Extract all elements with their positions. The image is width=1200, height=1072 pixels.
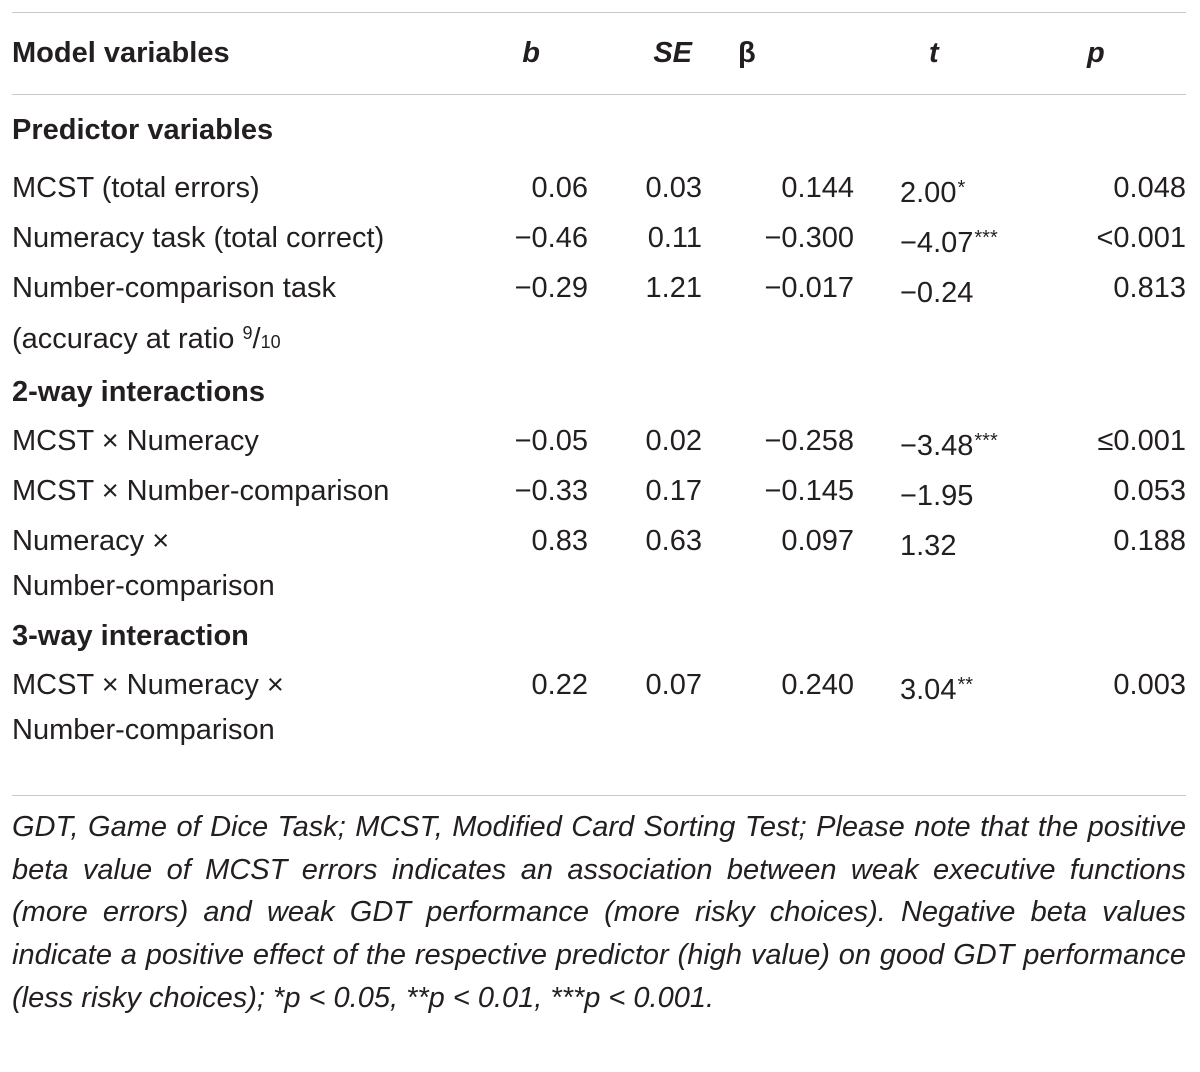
section-row: 3-way interaction (12, 609, 1186, 663)
table-top-rule (12, 12, 1186, 13)
table-row: MCST (total errors) 0.06 0.03 0.144 2.00… (12, 166, 1186, 216)
cell-se: 0.17 (645, 475, 702, 507)
t-value: 3.04 (900, 674, 957, 706)
t-value: 1.32 (900, 530, 957, 562)
cell-b: −0.33 (514, 475, 588, 507)
cell-b: 0.22 (531, 669, 588, 701)
table-row: Numeracy task (total correct) −0.46 0.11… (12, 216, 1186, 266)
cell-p: 0.053 (1113, 475, 1186, 507)
row-name-line1: Numeracy × (12, 525, 170, 557)
row-name-line1: Number-comparison task (12, 272, 336, 304)
t-value: −0.24 (900, 277, 974, 309)
cell-se: 0.11 (647, 222, 702, 254)
table-row: MCST × Numeracy −0.05 0.02 −0.258 −3.48*… (12, 419, 1186, 469)
cell-p: 0.813 (1113, 272, 1186, 304)
t-value: 2.00 (900, 177, 957, 209)
t-significance: *** (974, 227, 998, 249)
cell-se: 0.63 (645, 525, 702, 557)
cell-t: −3.48*** (854, 419, 1023, 469)
row-name: MCST × Number-comparison (12, 475, 390, 507)
t-value: −1.95 (900, 480, 974, 512)
cell-beta: −0.017 (764, 272, 854, 304)
cell-beta: 0.144 (781, 172, 854, 204)
cell-p: 0.048 (1113, 172, 1186, 204)
section-title: Predictor variables (12, 114, 274, 146)
cell-t: 2.00* (854, 166, 1023, 216)
row-name: MCST × Numeracy (12, 425, 259, 457)
header-se: SE (653, 37, 692, 69)
t-significance: *** (974, 430, 998, 452)
cell-se: 0.07 (645, 669, 702, 701)
t-value: −3.48 (900, 430, 974, 462)
t-significance: * (957, 177, 966, 199)
table-header-row: Model variables b SE β t p (12, 13, 1186, 94)
row-name: Number-comparison task (accuracy at rati… (12, 266, 465, 365)
section-row: 2-way interactions (12, 365, 1186, 419)
cell-b: −0.46 (514, 222, 588, 254)
row-name: Numeracy task (total correct) (12, 222, 385, 254)
cell-b: −0.29 (514, 272, 588, 304)
section-title: 2-way interactions (12, 376, 266, 408)
cell-se: 0.03 (645, 172, 702, 204)
section-title: 3-way interaction (12, 620, 249, 652)
cell-b: −0.05 (514, 425, 588, 457)
cell-t: −4.07*** (854, 216, 1023, 266)
section-row: Predictor variables (12, 94, 1186, 166)
table-bottom-rule (12, 795, 1186, 796)
cell-p: <0.001 (1096, 222, 1186, 254)
cell-beta: −0.145 (764, 475, 854, 507)
header-t: t (929, 37, 939, 69)
cell-se: 1.21 (645, 272, 702, 304)
header-b: b (522, 37, 540, 69)
ratio-numerator: 9 (242, 323, 253, 343)
cell-beta: −0.258 (764, 425, 854, 457)
table-row: MCST × Number-comparison −0.33 0.17 −0.1… (12, 469, 1186, 519)
table-footnote: GDT, Game of Dice Task; MCST, Modified C… (12, 811, 1186, 1014)
cell-t: 3.04** (854, 663, 1023, 753)
cell-se: 0.02 (645, 425, 702, 457)
table-row: Numeracy × Number-comparison 0.83 0.63 0… (12, 519, 1186, 609)
table-row: Number-comparison task (accuracy at rati… (12, 266, 1186, 365)
cell-t: −0.24 (854, 266, 1023, 365)
header-beta: β (738, 37, 756, 69)
row-name: MCST (total errors) (12, 172, 260, 204)
cell-p: 0.003 (1113, 669, 1186, 701)
cell-p: 0.188 (1113, 525, 1186, 557)
row-name: MCST × Numeracy × Number-comparison (12, 663, 465, 753)
t-significance: ** (957, 674, 974, 696)
header-p: p (1087, 37, 1105, 69)
cell-t: −1.95 (854, 469, 1023, 519)
row-name-line2: Number-comparison (12, 570, 275, 602)
cell-p: ≤0.001 (1097, 425, 1187, 457)
regression-table: Model variables b SE β t p Predictor var… (12, 13, 1186, 753)
header-model-variables: Model variables (12, 37, 230, 69)
table-row: MCST × Numeracy × Number-comparison 0.22… (12, 663, 1186, 753)
table-header-rule (12, 94, 1186, 95)
ratio-label: (accuracy at ratio (12, 323, 243, 355)
t-value: −4.07 (900, 227, 974, 259)
row-name-line1: MCST × Numeracy × (12, 669, 284, 701)
row-name-line2: (accuracy at ratio 9/10 (12, 323, 281, 355)
row-name-line2: Number-comparison (12, 714, 275, 746)
cell-beta: −0.300 (764, 222, 854, 254)
cell-b: 0.83 (531, 525, 588, 557)
cell-b: 0.06 (531, 172, 588, 204)
cell-beta: 0.097 (781, 525, 854, 557)
cell-t: 1.32 (854, 519, 1023, 609)
row-name: Numeracy × Number-comparison (12, 519, 465, 609)
ratio-denominator: 10 (260, 332, 281, 352)
cell-beta: 0.240 (781, 669, 854, 701)
